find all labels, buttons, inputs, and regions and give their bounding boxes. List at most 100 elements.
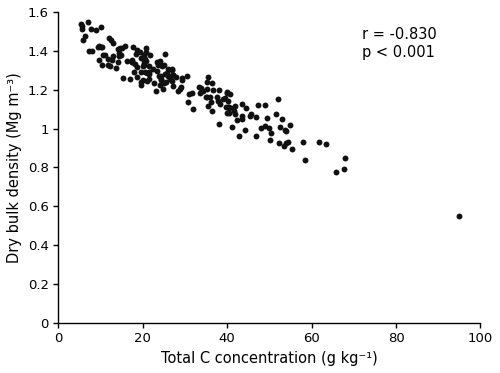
Point (197, 85, 205, 91)
Point (115, 46, 123, 52)
Point (238, 101, 246, 107)
Point (208, 100, 216, 106)
Point (204, 103, 212, 109)
Point (109, 53, 117, 59)
Point (222, 95, 230, 101)
Point (128, 59, 136, 65)
Point (264, 115, 272, 121)
Point (252, 133, 260, 139)
Point (160, 63, 168, 69)
Point (170, 72, 177, 78)
Point (98, 62, 106, 68)
Point (128, 59, 136, 65)
Point (142, 58, 150, 64)
Point (248, 111, 256, 117)
Point (104, 56, 112, 62)
Point (214, 98, 222, 104)
Point (162, 79, 170, 85)
Point (214, 121, 222, 127)
Point (134, 74, 141, 80)
Point (130, 69, 138, 75)
Point (168, 72, 176, 78)
Point (81, 33, 89, 39)
Point (195, 84, 203, 90)
Point (116, 53, 124, 59)
Point (140, 60, 148, 66)
Text: r = -0.830
p < 0.001: r = -0.830 p < 0.001 (362, 28, 437, 60)
Point (163, 70, 171, 76)
Point (166, 76, 173, 82)
Point (96, 24, 104, 30)
Point (232, 117, 240, 123)
Point (288, 146, 296, 152)
Point (157, 62, 165, 68)
Point (132, 51, 140, 57)
Point (85, 48, 93, 54)
Point (152, 68, 160, 74)
Point (200, 88, 207, 94)
Point (156, 77, 164, 83)
Point (264, 125, 272, 131)
Point (88, 48, 96, 54)
Point (118, 45, 126, 51)
Y-axis label: Dry bulk density (Mg m⁻³): Dry bulk density (Mg m⁻³) (7, 72, 22, 263)
Point (129, 44, 137, 50)
Point (224, 104, 232, 110)
Point (232, 111, 239, 117)
Point (131, 61, 139, 67)
Point (278, 116, 285, 122)
Point (142, 78, 150, 84)
Point (94, 44, 102, 50)
X-axis label: Total C concentration (g kg⁻¹): Total C concentration (g kg⁻¹) (161, 351, 378, 366)
Point (168, 78, 176, 84)
Point (98, 44, 106, 50)
Point (272, 111, 280, 117)
Point (84, 19, 92, 25)
Point (107, 37, 115, 43)
Point (208, 80, 216, 86)
Point (183, 73, 191, 79)
Point (104, 62, 112, 68)
Point (164, 66, 172, 72)
Point (112, 65, 120, 71)
Point (174, 88, 182, 94)
Point (204, 73, 212, 79)
Point (225, 110, 233, 116)
Point (203, 79, 211, 85)
Point (144, 76, 152, 82)
Point (162, 71, 170, 77)
Point (136, 50, 144, 56)
Point (142, 45, 150, 51)
Point (186, 91, 194, 97)
Point (178, 75, 186, 81)
Point (223, 90, 231, 96)
Point (203, 86, 211, 92)
Point (209, 88, 217, 94)
Point (94, 57, 102, 63)
Point (114, 46, 122, 52)
Point (98, 52, 106, 58)
Point (164, 71, 172, 77)
Point (152, 88, 160, 94)
Point (159, 86, 167, 92)
Point (216, 101, 224, 107)
Point (276, 124, 283, 130)
Point (456, 213, 464, 219)
Point (141, 69, 149, 75)
Point (156, 82, 164, 88)
Point (148, 66, 156, 72)
Point (202, 94, 210, 100)
Point (261, 123, 269, 129)
Point (133, 65, 141, 70)
Point (160, 80, 168, 86)
Point (266, 137, 274, 143)
Point (322, 141, 330, 147)
Point (158, 63, 166, 69)
Point (123, 58, 131, 64)
Point (223, 89, 231, 95)
Point (155, 73, 163, 79)
Point (154, 62, 162, 68)
Point (246, 113, 254, 119)
Point (87, 26, 95, 32)
Point (106, 63, 114, 69)
